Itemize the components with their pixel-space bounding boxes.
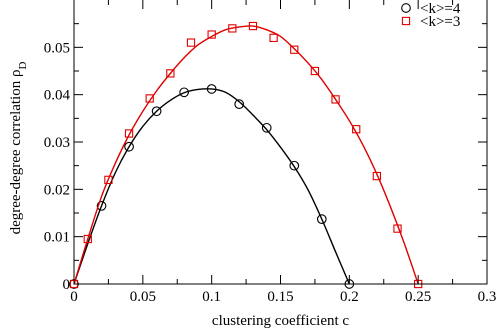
- series-fit-line: [73, 88, 350, 285]
- x-tick-label: 0: [70, 289, 78, 305]
- data-point: [228, 24, 237, 33]
- data-point: [151, 106, 162, 117]
- plot-frame: [73, 0, 488, 285]
- data-point: [289, 160, 300, 171]
- y-tick-label: 0.05: [44, 40, 70, 56]
- x-tick-label: 0.25: [405, 289, 431, 305]
- data-point: [145, 94, 154, 103]
- x-tick-label: 0.2: [340, 289, 359, 305]
- y-tick-label: 0: [63, 277, 71, 293]
- data-point: [124, 141, 134, 152]
- data-point: [310, 66, 320, 76]
- y-tick-label: 0.04: [44, 88, 71, 104]
- data-point: [234, 99, 245, 109]
- data-point: [124, 129, 134, 138]
- data-point: [248, 21, 258, 31]
- y-axis-label-group: degree-degree correlation ρD: [8, 62, 29, 235]
- y-axis-label-main: degree-degree correlation ρ: [8, 70, 24, 235]
- x-tick-label: 0.15: [267, 289, 293, 305]
- x-tick-label: 0.1: [202, 289, 221, 305]
- data-point: [316, 214, 327, 225]
- legend-label: <k>=4: [420, 1, 461, 17]
- x-tick-label: 0.3: [478, 289, 497, 305]
- data-point: [96, 201, 107, 211]
- data-point: [186, 38, 196, 47]
- data-point: [207, 30, 216, 39]
- data-point: [352, 125, 361, 134]
- data-point: [166, 69, 175, 78]
- legend-label: <k>=3: [420, 14, 460, 30]
- series-2: [69, 21, 423, 289]
- data-point: [372, 171, 382, 181]
- x-tick-label: 0.05: [130, 289, 156, 305]
- data-point: [290, 45, 299, 54]
- data-point: [393, 224, 402, 233]
- data-point: [261, 122, 272, 133]
- y-tick-label: 0.01: [44, 230, 70, 246]
- data-point: [206, 84, 217, 94]
- data-point: [104, 175, 113, 185]
- data-point: [331, 95, 340, 104]
- y-axis-label: degree-degree correlation ρD: [8, 62, 29, 235]
- y-tick-label: 0.03: [44, 135, 70, 151]
- data-point: [179, 87, 189, 98]
- x-axis-label: clustering coefficient c: [212, 313, 350, 329]
- plot-area: [69, 21, 423, 289]
- axes-ticks: 0 0.05 0.1 0.15 0.2 0.25 0.3 0 0.01 0.02 0.03 0.04 0…: [44, 0, 497, 305]
- legend-marker: [401, 16, 411, 26]
- data-point: [269, 33, 278, 43]
- legend: <k>=4<k>=3: [401, 1, 461, 30]
- y-axis-label-subscript: D: [17, 62, 29, 70]
- legend-marker: [401, 3, 411, 13]
- series-1: [69, 84, 355, 289]
- data-point: [83, 234, 92, 244]
- y-tick-label: 0.02: [44, 182, 70, 198]
- series-fit-line: [73, 25, 419, 285]
